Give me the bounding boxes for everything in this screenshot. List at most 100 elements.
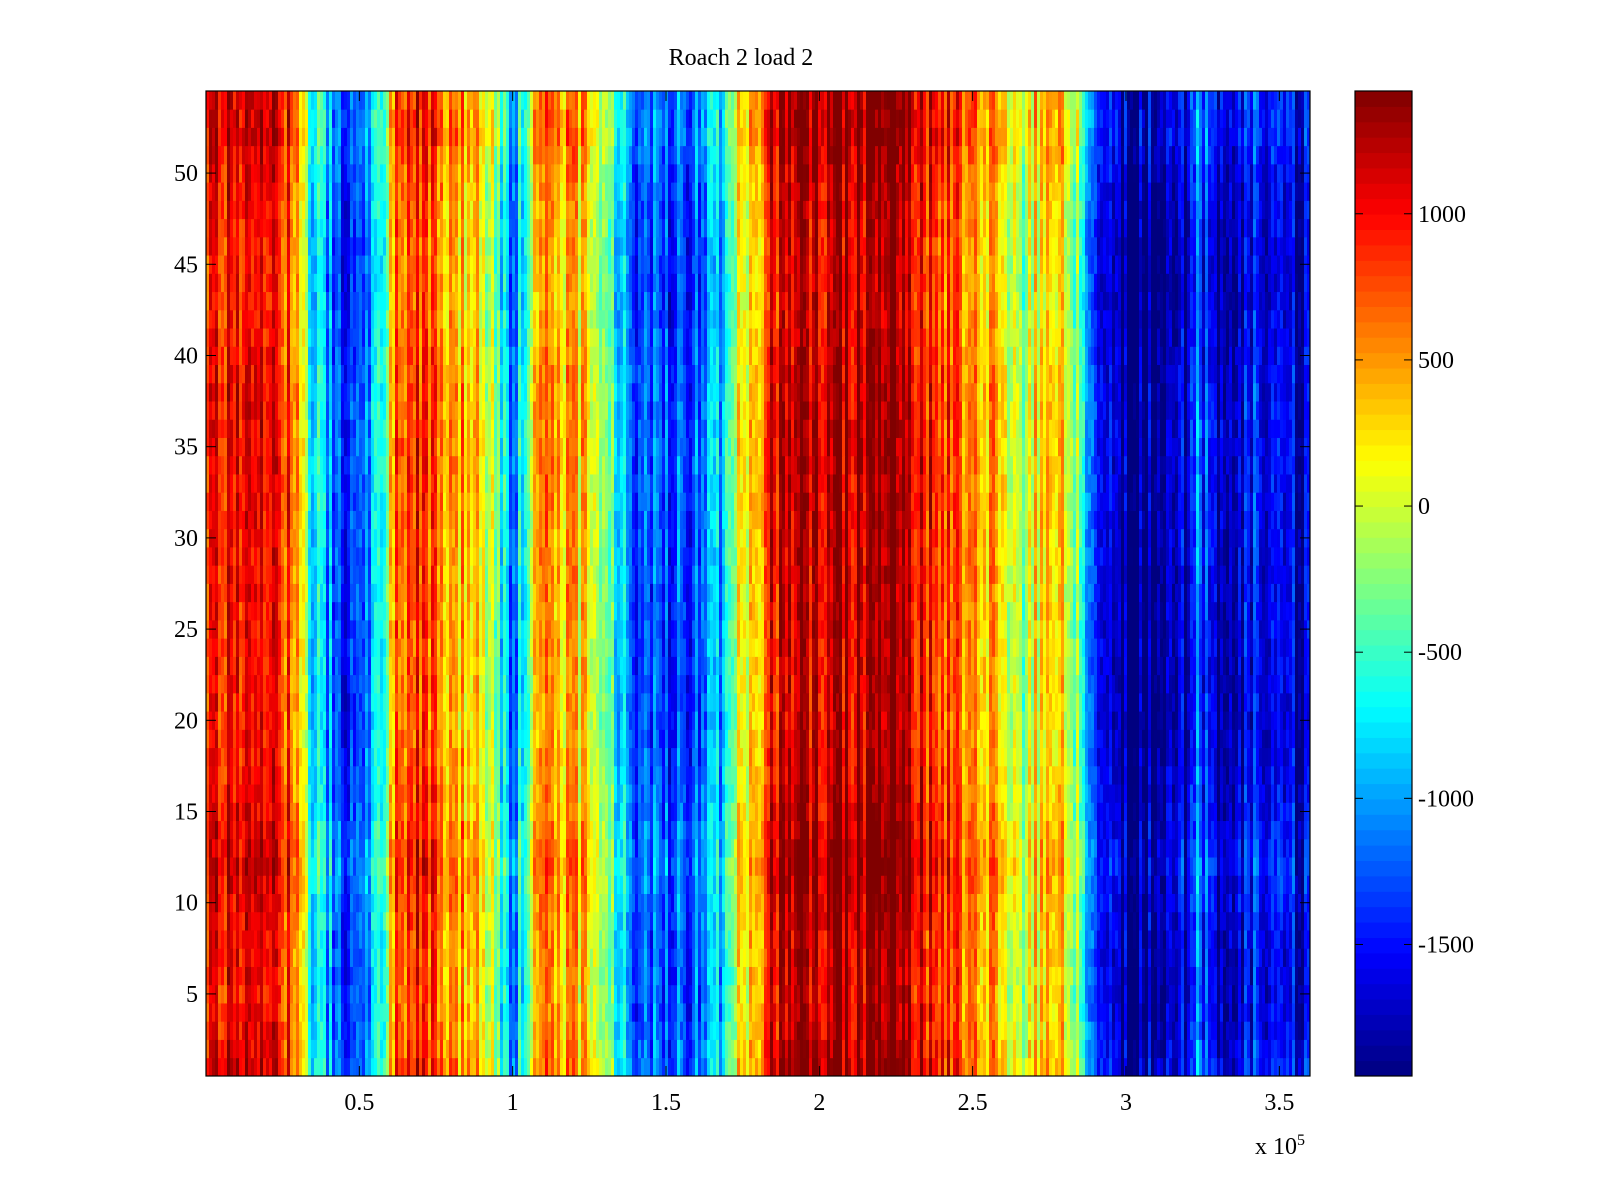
heatmap-cell bbox=[320, 930, 324, 949]
heatmap-cell bbox=[512, 966, 516, 986]
heatmap-cell bbox=[572, 1039, 576, 1059]
heatmap-cell bbox=[869, 893, 873, 913]
heatmap-cell bbox=[950, 838, 954, 858]
heatmap-cell bbox=[1253, 911, 1257, 931]
heatmap-cell bbox=[1307, 948, 1311, 967]
heatmap-cell bbox=[1217, 966, 1221, 986]
heatmap-cell bbox=[869, 1039, 873, 1059]
heatmap-cell bbox=[692, 893, 696, 913]
heatmap-cell bbox=[746, 1021, 750, 1040]
heatmap-cell bbox=[788, 1057, 792, 1077]
heatmap-cell bbox=[935, 893, 939, 913]
heatmap-cell bbox=[803, 1039, 807, 1059]
heatmap-cell bbox=[293, 1057, 297, 1077]
heatmap-cell bbox=[578, 1039, 582, 1059]
heatmap-cell bbox=[743, 893, 747, 913]
heatmap-cell bbox=[704, 930, 708, 949]
heatmap-cell bbox=[1115, 857, 1119, 876]
heatmap-cell bbox=[635, 838, 639, 858]
heatmap-cell bbox=[290, 875, 294, 894]
heatmap-cell bbox=[926, 948, 930, 967]
heatmap-cell bbox=[830, 857, 834, 876]
heatmap-cell bbox=[707, 948, 711, 967]
heatmap-cell bbox=[860, 1057, 864, 1077]
heatmap-cell bbox=[1256, 1057, 1260, 1077]
heatmap-cell bbox=[638, 1057, 642, 1077]
heatmap-cell bbox=[260, 857, 264, 876]
heatmap-cell bbox=[437, 1021, 441, 1040]
heatmap-cell bbox=[602, 911, 606, 931]
heatmap-cell bbox=[230, 911, 234, 931]
heatmap-cell bbox=[1091, 1021, 1095, 1040]
heatmap-cell bbox=[1043, 1039, 1047, 1059]
heatmap-cell bbox=[548, 838, 552, 858]
heatmap-cell bbox=[305, 893, 309, 913]
heatmap-cell bbox=[356, 948, 360, 967]
heatmap-cell bbox=[299, 838, 303, 858]
heatmap-cell bbox=[215, 893, 219, 913]
heatmap-cell bbox=[1268, 911, 1272, 931]
heatmap-cell bbox=[737, 948, 741, 967]
heatmap-cell bbox=[1052, 911, 1056, 931]
heatmap-cell bbox=[620, 984, 624, 1004]
heatmap-cell bbox=[389, 984, 393, 1004]
heatmap-cell bbox=[482, 875, 486, 894]
heatmap-cell bbox=[1175, 838, 1179, 858]
heatmap-cell bbox=[836, 820, 840, 840]
heatmap-cell bbox=[458, 948, 462, 967]
heatmap-cell bbox=[923, 1057, 927, 1077]
heatmap-cell bbox=[677, 875, 681, 894]
heatmap-cell bbox=[272, 820, 276, 840]
heatmap-cell bbox=[356, 1057, 360, 1077]
heatmap-cell bbox=[572, 1057, 576, 1077]
heatmap-cell bbox=[473, 857, 477, 876]
heatmap-cell bbox=[857, 984, 861, 1004]
heatmap-cell bbox=[560, 911, 564, 931]
heatmap-cell bbox=[863, 930, 867, 949]
heatmap-cell bbox=[260, 1021, 264, 1040]
heatmap-cell bbox=[614, 966, 618, 986]
heatmap-cell bbox=[365, 984, 369, 1004]
heatmap-cell bbox=[857, 948, 861, 967]
heatmap-cell bbox=[1232, 1039, 1236, 1059]
heatmap-cell bbox=[356, 875, 360, 894]
heatmap-cell bbox=[524, 1057, 528, 1077]
heatmap-cell bbox=[1076, 1039, 1080, 1059]
heatmap-cell bbox=[758, 838, 762, 858]
heatmap-cell bbox=[371, 1057, 375, 1077]
heatmap-cell bbox=[1079, 838, 1083, 858]
heatmap-cell bbox=[1097, 875, 1101, 894]
heatmap-cell bbox=[854, 1003, 858, 1022]
heatmap-cell bbox=[452, 1057, 456, 1077]
heatmap-cell bbox=[1067, 838, 1071, 858]
heatmap-cell bbox=[368, 838, 372, 858]
heatmap-cell bbox=[458, 857, 462, 876]
heatmap-cell bbox=[401, 930, 405, 949]
heatmap-cell bbox=[641, 930, 645, 949]
heatmap-cell bbox=[656, 1003, 660, 1022]
heatmap-cell bbox=[1298, 966, 1302, 986]
heatmap-cell bbox=[845, 838, 849, 858]
heatmap-cell bbox=[629, 1021, 633, 1040]
heatmap-cell bbox=[998, 838, 1002, 858]
heatmap-cell bbox=[350, 984, 354, 1004]
heatmap-cell bbox=[371, 1039, 375, 1059]
heatmap-cell bbox=[548, 966, 552, 986]
heatmap-cell bbox=[680, 875, 684, 894]
heatmap-cell bbox=[446, 984, 450, 1004]
heatmap-cell bbox=[950, 1039, 954, 1059]
heatmap-cell bbox=[1046, 875, 1050, 894]
heatmap-cell bbox=[398, 1039, 402, 1059]
heatmap-cell bbox=[722, 838, 726, 858]
heatmap-cell bbox=[845, 948, 849, 967]
heatmap-cell bbox=[464, 966, 468, 986]
heatmap-cell bbox=[590, 857, 594, 876]
heatmap-cell bbox=[683, 875, 687, 894]
heatmap-cell bbox=[1001, 911, 1005, 931]
heatmap-cell bbox=[1136, 1021, 1140, 1040]
heatmap-cell bbox=[1088, 930, 1092, 949]
heatmap-cell bbox=[311, 930, 315, 949]
heatmap-cell bbox=[395, 875, 399, 894]
heatmap-cell bbox=[1067, 857, 1071, 876]
heatmap-cell bbox=[1031, 911, 1035, 931]
